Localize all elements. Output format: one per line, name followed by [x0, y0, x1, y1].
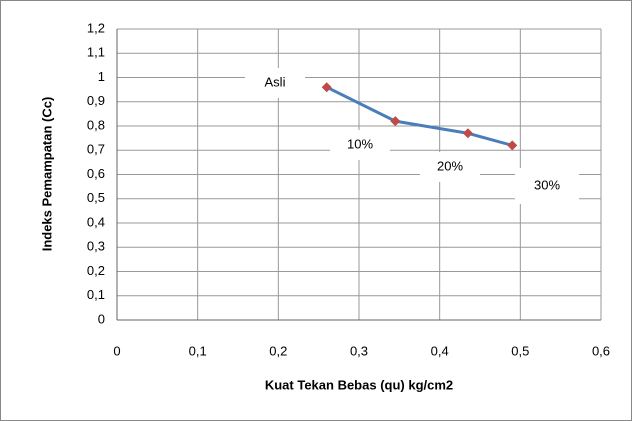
y-tick-label: 1,1	[87, 45, 105, 60]
y-tick-label: 0,3	[87, 239, 105, 254]
x-tick-label: 0,5	[511, 343, 529, 358]
y-tick-label: 0,9	[87, 93, 105, 108]
data-point	[507, 140, 518, 151]
y-tick-label: 0,8	[87, 117, 105, 132]
annotation: 10%	[347, 136, 373, 151]
y-tick-label: 1	[98, 69, 105, 84]
x-tick-label: 0,6	[592, 343, 610, 358]
annotation-box	[330, 130, 390, 160]
y-tick-label: 0,4	[87, 214, 105, 229]
x-axis-title: Kuat Tekan Bebas (qu) kg/cm2	[265, 377, 453, 392]
annotation: 20%	[437, 158, 463, 173]
x-tick-label: 0,3	[350, 343, 368, 358]
y-axis-title: Indeks Pemampatan (Cc)	[39, 97, 54, 252]
annotation: 30%	[534, 177, 560, 192]
annotation-box	[515, 168, 579, 204]
series-line	[326, 85, 513, 147]
y-tick-label: 0,7	[87, 142, 105, 157]
annotation-box	[420, 152, 480, 182]
y-tick-label: 0	[98, 311, 105, 326]
annotation: Asli	[265, 74, 286, 89]
y-tick-label: 0,5	[87, 190, 105, 205]
data-point	[390, 116, 401, 127]
y-tick-label: 1,2	[87, 20, 105, 35]
x-tick-label: 0	[113, 343, 120, 358]
y-tick-label: 0,6	[87, 166, 105, 181]
y-tick-label: 0,1	[87, 287, 105, 302]
annotation-box	[245, 68, 305, 98]
x-tick-label: 0,4	[431, 343, 449, 358]
data-point	[462, 128, 473, 139]
x-tick-label: 0,1	[189, 343, 207, 358]
data-point	[321, 82, 332, 93]
x-tick-label: 0,2	[269, 343, 287, 358]
y-tick-label: 0,2	[87, 263, 105, 278]
